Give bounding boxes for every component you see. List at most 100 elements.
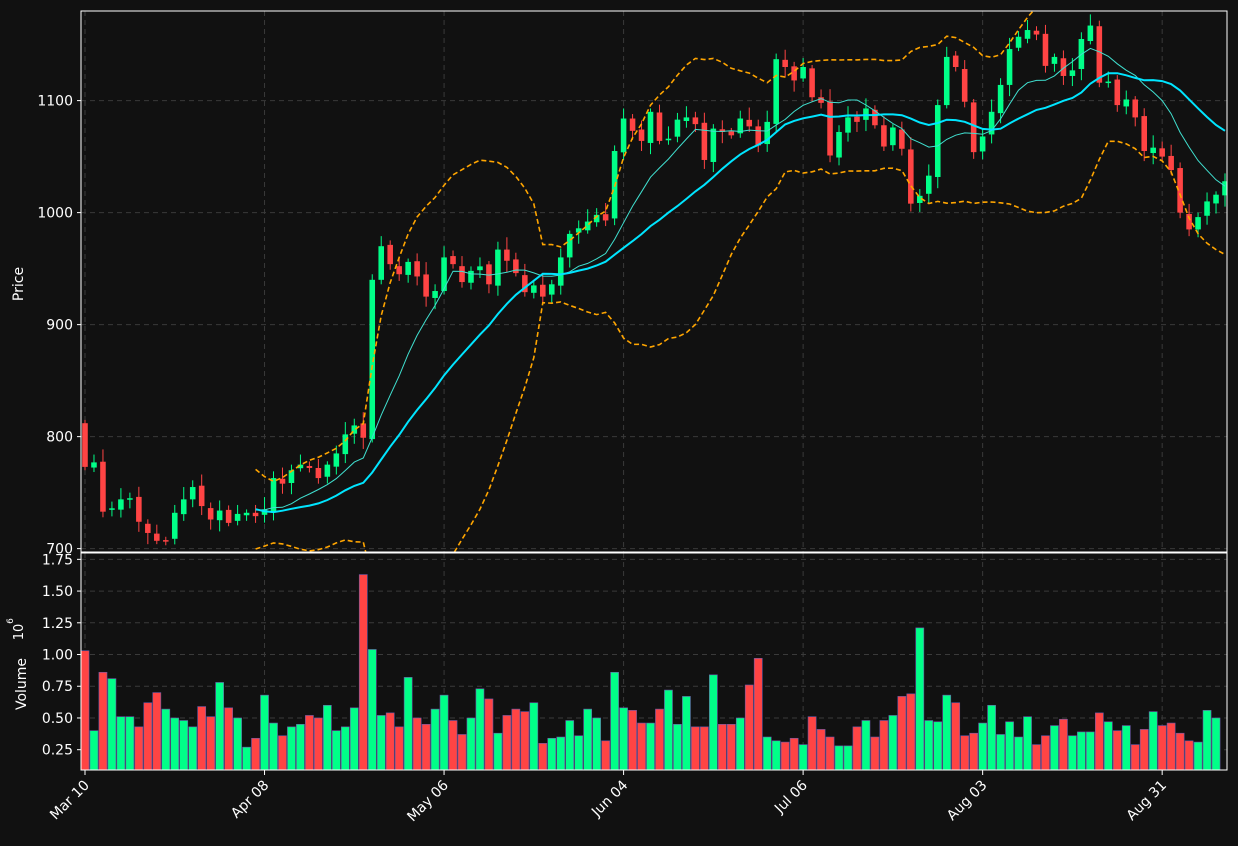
- candle-body: [378, 246, 385, 280]
- candle-body: [1186, 213, 1192, 230]
- volume-bar: [673, 724, 682, 770]
- candle-body: [1213, 194, 1219, 204]
- candle-body: [979, 136, 986, 152]
- candle-body: [315, 467, 322, 479]
- volume-bar: [484, 698, 494, 770]
- volume-bar: [233, 717, 242, 770]
- candle-body: [369, 279, 376, 440]
- candle-body: [917, 195, 923, 203]
- volume-bar: [260, 694, 269, 770]
- volume-tick-label: 1.25: [42, 616, 73, 632]
- candle-body: [405, 261, 411, 275]
- candle-body: [297, 464, 304, 469]
- volume-bar: [1059, 718, 1068, 770]
- price-tick-label: 700: [46, 542, 73, 558]
- volume-bar: [969, 732, 979, 770]
- volume-axis-exponent: 6: [6, 618, 16, 624]
- candle-body: [728, 131, 735, 136]
- candle-body: [925, 175, 932, 194]
- volume-bar: [116, 716, 126, 770]
- sma-fast-line: [255, 47, 1226, 511]
- volume-bar: [682, 696, 691, 770]
- volume-bar: [269, 722, 278, 770]
- volume-tick-label: 0.25: [42, 743, 73, 759]
- candle-body: [710, 128, 717, 162]
- volume-bar: [700, 726, 709, 770]
- candle-body: [809, 68, 815, 98]
- volume-bar: [367, 649, 377, 770]
- candle-body: [881, 125, 887, 147]
- volume-bar: [1041, 735, 1050, 770]
- volume-bar: [691, 726, 700, 770]
- candle-body: [970, 102, 977, 153]
- candle-body: [180, 499, 187, 515]
- candle-body: [333, 453, 340, 467]
- price-panel-frame: [80, 10, 1228, 553]
- volume-bar: [547, 737, 557, 770]
- candle-body: [270, 478, 277, 512]
- volume-bar: [619, 707, 628, 770]
- candle-body: [145, 523, 151, 533]
- candle-body: [701, 122, 708, 160]
- candle-body: [414, 261, 420, 277]
- volume-bar: [206, 716, 216, 770]
- volume-bar: [1175, 732, 1185, 770]
- candle-body: [423, 274, 429, 297]
- volume-bar: [655, 708, 664, 770]
- candle-body: [647, 111, 654, 143]
- volume-plot: [81, 574, 1221, 770]
- candle-body: [1105, 81, 1112, 84]
- candle-body: [1114, 79, 1121, 106]
- volume-bar: [870, 736, 880, 770]
- volume-bar: [125, 716, 135, 770]
- candle-body: [91, 462, 97, 468]
- candle-body: [899, 129, 905, 149]
- candle-body: [477, 266, 483, 271]
- volume-tick-label: 1.75: [42, 552, 73, 568]
- candle-body: [1132, 99, 1139, 118]
- candle-body: [602, 214, 609, 221]
- volume-bar: [161, 708, 171, 770]
- candle-body: [620, 118, 627, 153]
- volume-bar: [278, 735, 287, 770]
- volume-bar: [385, 712, 395, 770]
- volume-bar: [1032, 744, 1041, 770]
- volume-bar: [430, 708, 440, 770]
- volume-bar: [152, 692, 162, 770]
- volume-bar: [466, 717, 476, 770]
- candle-body: [163, 540, 169, 542]
- volume-bar: [924, 720, 934, 770]
- volume-bar: [340, 726, 350, 770]
- candle-body: [1051, 56, 1058, 64]
- volume-bar: [744, 684, 754, 770]
- volume-bar: [1130, 744, 1140, 770]
- candle-body: [791, 66, 797, 81]
- volume-bar: [188, 726, 198, 770]
- volume-bar: [242, 746, 251, 770]
- volume-bar: [1211, 717, 1221, 770]
- volume-bar: [852, 726, 862, 770]
- candle-body: [683, 117, 690, 121]
- volume-bar: [457, 734, 467, 770]
- candle-body: [890, 127, 896, 146]
- volume-bar: [592, 717, 601, 770]
- volume-bar: [107, 678, 117, 770]
- volume-bar: [323, 704, 332, 770]
- volume-bar: [834, 745, 844, 770]
- volume-bar: [816, 729, 826, 770]
- candle-body: [504, 249, 510, 261]
- price-plot: [82, 11, 1227, 552]
- volume-bar: [735, 717, 745, 770]
- volume-bar: [556, 736, 566, 770]
- volume-bar: [439, 694, 449, 770]
- volume-bar: [412, 717, 422, 770]
- price-tick-label: 800: [46, 430, 73, 446]
- candle-body: [522, 275, 528, 293]
- candle-body: [216, 510, 223, 521]
- candle-body: [773, 59, 779, 124]
- candle-body: [952, 55, 959, 68]
- volume-bar: [296, 724, 305, 770]
- volume-bar: [448, 720, 458, 770]
